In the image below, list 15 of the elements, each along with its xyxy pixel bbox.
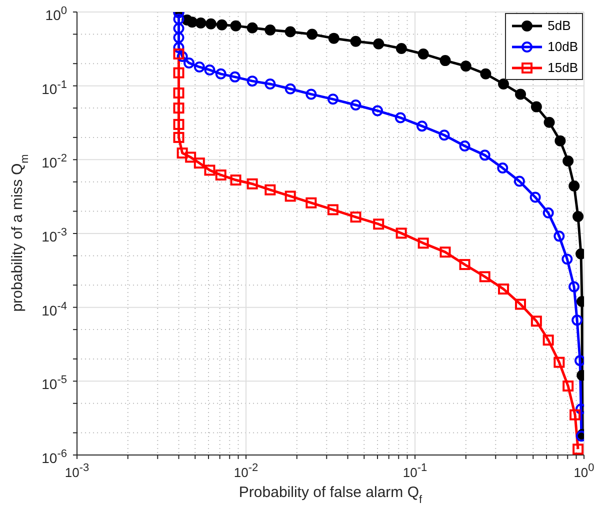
y-tick-label: 10$^{-2}$ [42,152,67,171]
y-tick-label: 10$^{0}$ [45,5,67,23]
legend-label: 10dB [548,39,578,54]
x-tick-label: 10$^{-1}$ [402,462,428,480]
x-axis-title: Probability of false alarm Q$_{f}$ [238,484,424,506]
x-tick-label: 10$^{-3}$ [64,462,90,480]
y-tick-label: 10$^{-5}$ [42,374,67,392]
y-tick-label: 10$^{-3}$ [42,226,67,244]
y-tick-label: 10$^{-1}$ [42,78,67,97]
y-tick-label: 10$^{-6}$ [42,448,67,466]
x-tick-label: 10$^{0}$ [574,462,594,480]
x-tick-label: 10$^{-2}$ [234,462,258,480]
y-tick-label: 10$^{-4}$ [42,300,67,318]
legend-label: 15dB [548,60,578,75]
legend-label: 5dB [548,18,571,33]
